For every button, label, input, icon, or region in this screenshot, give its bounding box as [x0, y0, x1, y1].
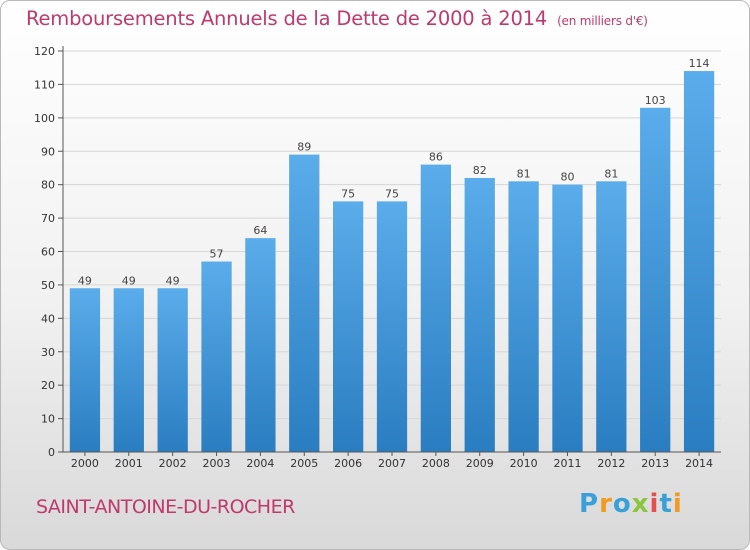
proxiti-logo: Proxiti — [579, 489, 683, 519]
value-label-2006: 75 — [341, 187, 355, 200]
x-tick-label-2014: 2014 — [685, 457, 713, 470]
value-label-2000: 49 — [78, 274, 92, 287]
x-tick-label-2011: 2011 — [553, 457, 581, 470]
bar-2003 — [201, 261, 232, 452]
value-label-2009: 82 — [473, 164, 487, 177]
value-label-2005: 89 — [297, 141, 311, 154]
bar-2007 — [376, 201, 408, 452]
bar-2005 — [289, 154, 320, 452]
value-label-2007: 75 — [385, 187, 399, 200]
y-tick-label: 100 — [34, 112, 55, 125]
x-tick-label-2007: 2007 — [378, 457, 406, 470]
y-tick-label: 120 — [34, 45, 55, 58]
y-tick-label: 110 — [34, 78, 55, 91]
y-tick-label: 70 — [41, 212, 55, 225]
x-tick-label-2003: 2003 — [203, 457, 231, 470]
commune-name: SAINT-ANTOINE-DU-ROCHER — [36, 496, 295, 518]
value-label-2014: 114 — [689, 57, 710, 70]
bar-2012 — [596, 181, 627, 452]
value-label-2001: 49 — [122, 274, 136, 287]
chart-title: Remboursements Annuels de la Dette de 20… — [26, 7, 648, 30]
x-tick-label-2009: 2009 — [466, 457, 494, 470]
value-label-2002: 49 — [166, 274, 180, 287]
bar-2006 — [332, 201, 364, 452]
bar-2002 — [157, 288, 188, 452]
x-tick-label-2010: 2010 — [510, 457, 538, 470]
bar-2013 — [640, 107, 671, 452]
chart-title-text: Remboursements Annuels de la Dette de 20… — [26, 7, 548, 30]
bar-2009 — [464, 177, 495, 452]
y-tick-label: 10 — [41, 413, 55, 426]
y-tick-label: 60 — [41, 246, 55, 259]
x-tick-label-2004: 2004 — [246, 457, 274, 470]
chart-subtitle: (en milliers d'€) — [557, 14, 648, 28]
x-tick-label-2006: 2006 — [334, 457, 362, 470]
y-tick-label: 90 — [41, 145, 55, 158]
y-tick-label: 30 — [41, 346, 55, 359]
value-label-2008: 86 — [429, 151, 443, 164]
bar-2001 — [113, 288, 144, 452]
value-label-2012: 81 — [604, 167, 618, 180]
bar-2004 — [245, 238, 276, 452]
bars: 49 49 49 57 64 89 75 75 86 82 81 80 81 103 114 — [69, 57, 715, 453]
bar-2014 — [683, 71, 715, 453]
value-label-2010: 81 — [517, 167, 531, 180]
value-label-2003: 57 — [210, 248, 224, 261]
axes: 0 10 20 30 40 50 60 70 80 90 100 110 120 2000 2001 2002… — [34, 45, 721, 470]
x-tick-label-2008: 2008 — [422, 457, 450, 470]
x-tick-label-2001: 2001 — [115, 457, 143, 470]
bar-2000 — [69, 288, 101, 452]
y-tick-label: 50 — [41, 279, 55, 292]
x-tick-label-2005: 2005 — [290, 457, 318, 470]
x-tick-label-2000: 2000 — [71, 457, 99, 470]
x-tick-label-2012: 2012 — [597, 457, 625, 470]
value-label-2011: 80 — [560, 171, 574, 184]
x-tick-label-2013: 2013 — [641, 457, 669, 470]
y-tick-label: 20 — [41, 379, 55, 392]
y-tick-label: 0 — [48, 446, 55, 459]
y-tick-label: 40 — [41, 312, 55, 325]
value-label-2013: 103 — [645, 94, 666, 107]
x-tick-label-2002: 2002 — [159, 457, 187, 470]
bar-2010 — [508, 181, 539, 452]
bar-2011 — [552, 184, 583, 452]
bar-2008 — [420, 164, 452, 452]
y-tick-label: 80 — [41, 179, 55, 192]
value-label-2004: 64 — [253, 224, 267, 237]
